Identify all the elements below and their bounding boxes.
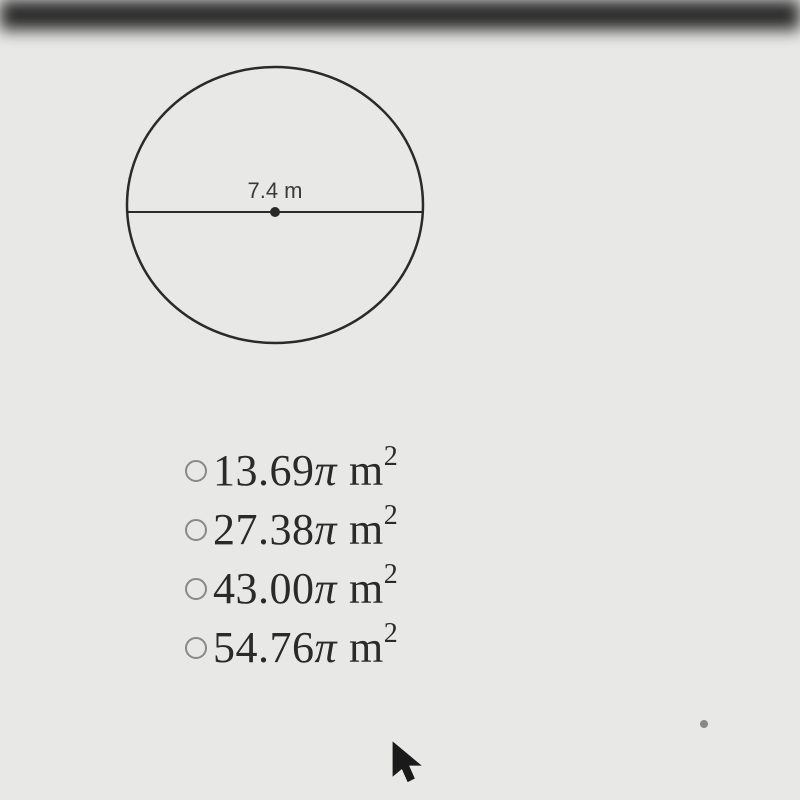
top-blur-region: [0, 0, 800, 30]
radio-icon: [185, 637, 207, 659]
pi-symbol: π: [315, 446, 338, 495]
option-unit: m: [349, 623, 384, 672]
option-exp: 2: [384, 559, 399, 590]
circle-outline: [127, 67, 423, 343]
radio-icon: [185, 578, 207, 600]
pi-symbol: π: [315, 623, 338, 672]
option-value: 13.69: [213, 446, 315, 495]
option-value: 43.00: [213, 564, 315, 613]
option-b[interactable]: 27.38πm2: [185, 504, 398, 555]
pi-symbol: π: [315, 564, 338, 613]
pi-symbol: π: [315, 505, 338, 554]
option-value: 54.76: [213, 623, 315, 672]
option-value: 27.38: [213, 505, 315, 554]
option-text: 27.38πm2: [213, 504, 398, 555]
option-unit: m: [349, 505, 384, 554]
option-a[interactable]: 13.69πm2: [185, 445, 398, 496]
option-exp: 2: [384, 441, 399, 472]
option-text: 54.76πm2: [213, 622, 398, 673]
mouse-cursor-icon: [390, 740, 426, 794]
option-unit: m: [349, 564, 384, 613]
option-d[interactable]: 54.76πm2: [185, 622, 398, 673]
diameter-label: 7.4 m: [247, 178, 302, 203]
radio-icon: [185, 519, 207, 541]
speck: [700, 720, 708, 728]
option-exp: 2: [384, 618, 399, 649]
option-exp: 2: [384, 500, 399, 531]
option-c[interactable]: 43.00πm2: [185, 563, 398, 614]
answer-options: 13.69πm2 27.38πm2 43.00πm2 54.76πm2: [185, 445, 398, 681]
option-unit: m: [349, 446, 384, 495]
option-text: 13.69πm2: [213, 445, 398, 496]
circle-svg: 7.4 m: [120, 60, 430, 350]
option-text: 43.00πm2: [213, 563, 398, 614]
circle-diagram: 7.4 m: [120, 60, 430, 350]
radio-icon: [185, 460, 207, 482]
center-point: [270, 207, 280, 217]
